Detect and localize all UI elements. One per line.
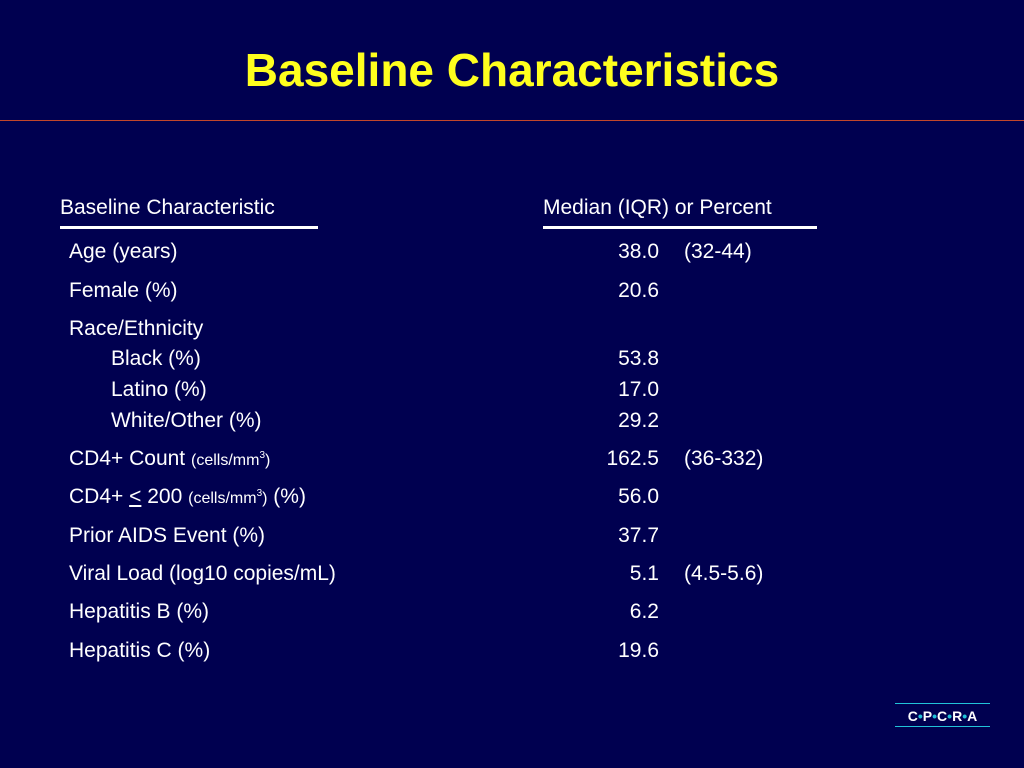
unit-superscript: 3 [256,488,263,499]
row-value: 56.0 [618,485,659,508]
row-label: Black (%) [111,347,201,370]
column-header-underline-characteristic [60,226,318,229]
row-value: 53.8 [618,347,659,370]
logo-dot: • [962,708,968,724]
row-label: Race/Ethnicity [69,317,204,340]
row-value: 20.6 [618,279,659,302]
table-row-cd4-count: CD4+ Count (cells/mm3) 162.5 (36-332) [0,444,1024,474]
cd4-label-prefix: CD4+ [69,485,124,508]
row-iqr: (36-332) [684,447,764,470]
cpcra-logo: C•P•C•R•A [895,703,990,727]
logo-dot: • [917,708,923,724]
logo-letter: P [922,708,933,724]
row-label: Latino (%) [111,378,207,401]
table-row-viral-load: Viral Load (log10 copies/mL) 5.1 (4.5-5.… [0,559,1024,589]
row-value: 17.0 [618,378,659,401]
row-value: 38.0 [618,240,659,263]
unit-suffix: ) [265,452,271,469]
table-row-hepatitis-b: Hepatitis B (%) 6.2 [0,597,1024,627]
row-label: Hepatitis C (%) [69,639,211,662]
table-row-black: Black (%) 53.8 [0,344,1024,374]
unit-suffix: ) [262,490,268,507]
table-row-prior-aids: Prior AIDS Event (%) 37.7 [0,521,1024,551]
row-label: CD4+ Count (cells/mm3) [69,444,270,476]
unit-superscript: 3 [259,450,265,461]
column-header-median: Median (IQR) or Percent [543,196,772,219]
logo-letter: R [952,708,963,724]
row-label: Female (%) [69,279,178,302]
table-row-latino: Latino (%) 17.0 [0,375,1024,405]
cd4-count-label-text: CD4+ Count [69,447,186,470]
cd4-label-suffix: (%) [273,485,306,508]
title-divider [0,120,1024,121]
row-value: 6.2 [629,600,659,623]
row-iqr: (32-44) [684,240,752,263]
row-label: CD4+ < 200 (cells/mm3) (%) [69,482,306,514]
table-row-female: Female (%) 20.6 [0,276,1024,306]
slide-title: Baseline Characteristics [244,44,780,96]
column-header-underline-median [543,226,817,229]
row-label: Age (years) [69,240,178,263]
logo-letter: C [907,708,918,724]
table-row-cd4-le-200: CD4+ < 200 (cells/mm3) (%) 56.0 [0,482,1024,512]
row-value: 162.5 [606,447,659,470]
less-than-or-equal-symbol: < [129,485,142,508]
column-header-characteristic: Baseline Characteristic [60,196,275,219]
row-label: Viral Load (log10 copies/mL) [69,562,336,585]
unit-prefix: (cells/mm [188,490,257,507]
row-value: 29.2 [618,409,659,432]
row-label: Prior AIDS Event (%) [69,524,266,547]
cd4-threshold: 200 [147,485,183,508]
logo-letter: A [967,708,978,724]
logo-letter: C [937,708,948,724]
row-iqr: (4.5-5.6) [684,562,764,585]
table-row-hepatitis-c: Hepatitis C (%) 19.6 [0,636,1024,666]
logo-dot: • [947,708,953,724]
table-row-race-ethnicity: Race/Ethnicity [0,314,1024,344]
row-label: Hepatitis B (%) [69,600,210,623]
cd4-le200-unit: (cells/mm3) [188,488,268,508]
table-row-white-other: White/Other (%) 29.2 [0,406,1024,436]
row-value: 5.1 [629,562,659,585]
row-value: 37.7 [618,524,659,547]
table-row-age: Age (years) 38.0 (32-44) [0,237,1024,267]
row-label: White/Other (%) [111,409,262,432]
row-value: 19.6 [618,639,659,662]
cd4-count-unit: (cells/mm3) [191,450,271,470]
unit-prefix: (cells/mm [191,452,260,469]
logo-dot: • [932,708,938,724]
